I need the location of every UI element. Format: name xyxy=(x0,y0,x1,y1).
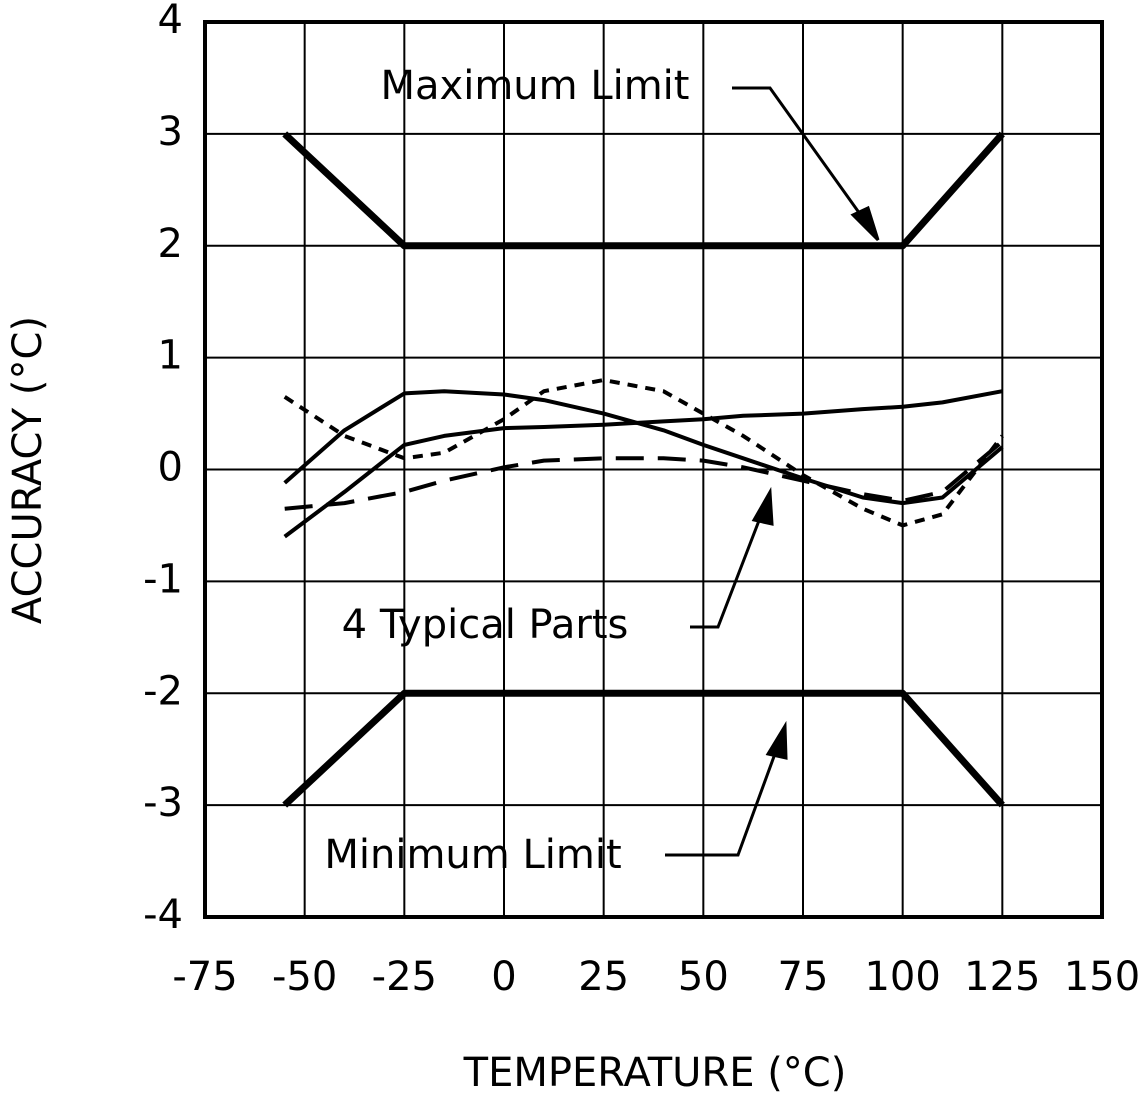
annotation: 4 Typical Parts xyxy=(342,602,629,648)
series-line xyxy=(283,389,1004,506)
y-tick-label: -4 xyxy=(143,892,183,938)
y-tick-label: -3 xyxy=(143,780,183,826)
series-line xyxy=(283,389,1003,539)
series-line xyxy=(282,689,1005,808)
x-tick-label: -75 xyxy=(172,954,237,1000)
arrow-head xyxy=(751,486,774,526)
x-tick-label: 125 xyxy=(964,954,1040,1000)
arrow-head xyxy=(850,205,880,242)
plot-frame xyxy=(203,20,1104,919)
series-line xyxy=(282,131,1005,250)
x-axis-label: TEMPERATURE (°C) xyxy=(463,1050,847,1096)
arrow xyxy=(732,86,872,229)
arrow-head xyxy=(765,720,788,760)
annotation-arrows xyxy=(665,86,880,857)
annotation: Maximum Limit xyxy=(381,63,690,109)
x-tick-label: 75 xyxy=(778,954,829,1000)
arrow xyxy=(690,504,767,629)
x-tick-label: 150 xyxy=(1064,954,1139,1000)
x-tick-label: 25 xyxy=(578,954,629,1000)
x-tick-label: -25 xyxy=(372,954,437,1000)
y-tick-label: -1 xyxy=(143,556,183,602)
x-tick-label: 100 xyxy=(864,954,940,1000)
series-line xyxy=(283,378,1004,528)
y-tick-label: 3 xyxy=(158,109,183,155)
y-axis-label: ACCURACY (°C) xyxy=(5,316,51,624)
arrow xyxy=(665,739,782,857)
x-tick-label: 0 xyxy=(491,954,516,1000)
y-tick-label: 0 xyxy=(158,445,183,491)
x-tick-label: 50 xyxy=(678,954,729,1000)
annotation: Minimum Limit xyxy=(324,832,621,878)
y-tick-label: 1 xyxy=(158,333,183,379)
y-tick-label: 2 xyxy=(158,221,183,267)
x-tick-label: -50 xyxy=(272,954,337,1000)
y-tick-label: 4 xyxy=(158,0,183,43)
series-line xyxy=(284,439,1004,511)
y-tick-label: -2 xyxy=(143,668,183,714)
